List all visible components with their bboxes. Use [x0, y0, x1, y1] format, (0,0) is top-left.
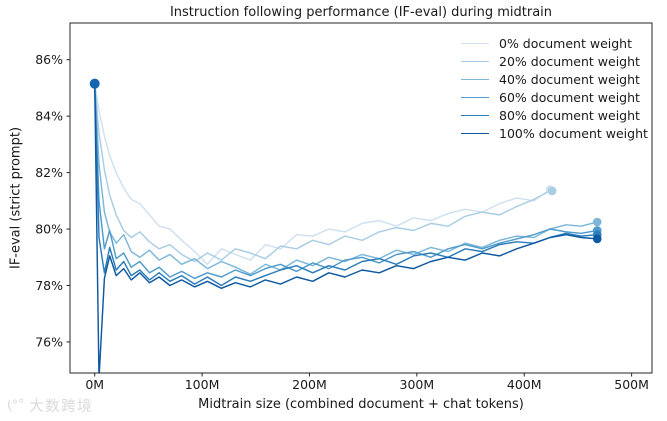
series-end-marker-2 [592, 217, 602, 227]
x-tick-label: 200M [292, 377, 327, 392]
y-tick-label: 82% [35, 165, 63, 180]
legend-line-sample [461, 96, 489, 98]
legend-line-sample [461, 42, 489, 44]
x-axis-label: Midtrain size (combined document + chat … [198, 397, 524, 412]
start-marker [89, 78, 100, 89]
legend-line-sample [461, 132, 489, 134]
x-tick-label: 100M [185, 377, 220, 392]
legend-line-sample [461, 78, 489, 80]
series-end-marker-1 [547, 186, 557, 196]
legend-entry-1: 20% document weight [461, 52, 648, 70]
legend-entry-5: 100% document weight [461, 124, 648, 142]
legend-entry-0: 0% document weight [461, 34, 648, 52]
x-tick-label: 0M [85, 377, 104, 392]
series-end-marker-5 [592, 234, 602, 244]
legend-line-sample [461, 114, 489, 116]
series-line-5 [93, 82, 598, 373]
legend-line-sample [461, 60, 489, 62]
chart-title: Instruction following performance (IF-ev… [169, 5, 553, 20]
legend-label: 60% document weight [499, 89, 640, 105]
legend-label: 80% document weight [499, 107, 640, 123]
series-line-0 [93, 82, 551, 266]
y-tick-label: 80% [35, 221, 63, 236]
series-line-2 [93, 82, 598, 275]
legend-label: 20% document weight [499, 53, 640, 69]
series-line-4 [93, 82, 598, 287]
watermark: (°° 大数跨境 [6, 395, 94, 416]
legend-label: 0% document weight [499, 35, 632, 51]
y-tick-label: 84% [35, 108, 63, 123]
legend: 0% document weight 20% document weight 40%… [461, 34, 648, 142]
series-line-1 [93, 82, 551, 263]
legend-entry-2: 40% document weight [461, 70, 648, 88]
y-tick-label: 76% [35, 334, 63, 349]
legend-label: 40% document weight [499, 71, 640, 87]
x-tick-label: 400M [507, 377, 542, 392]
legend-label: 100% document weight [499, 125, 648, 141]
y-tick-label: 86% [35, 52, 63, 67]
x-tick-label: 300M [400, 377, 435, 392]
watermark-logo-icon: (°° [6, 396, 27, 415]
x-tick-label: 500M [614, 377, 649, 392]
y-tick-label: 78% [35, 278, 63, 293]
watermark-text: 大数跨境 [29, 399, 94, 415]
legend-entry-3: 60% document weight [461, 88, 648, 106]
plot-border [69, 22, 653, 374]
legend-entry-4: 80% document weight [461, 106, 648, 124]
